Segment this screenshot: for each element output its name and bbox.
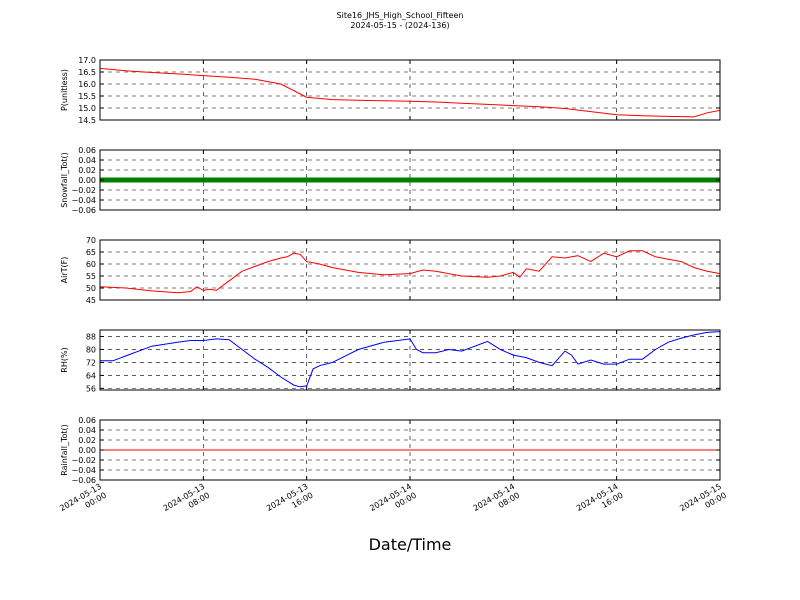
y-tick-label: 45 <box>86 296 96 305</box>
y-tick-label: −0.04 <box>71 196 96 205</box>
y-tick-label: 56 <box>86 384 96 393</box>
y-axis-label: Rainfall_Tot() <box>60 424 69 476</box>
y-tick-label: 16.0 <box>78 80 96 89</box>
panel-3: 45 50 55 60 65 70 AirT(F) <box>60 236 721 305</box>
y-tick-label: 0.02 <box>78 166 96 175</box>
y-tick-label: 65 <box>86 248 96 257</box>
y-tick-label: 17.0 <box>78 56 96 65</box>
y-tick-label: 72 <box>86 358 96 367</box>
y-axis-label: P(unitless) <box>60 69 69 111</box>
y-tick-label: 0.04 <box>78 426 96 435</box>
y-axis-label: AirT(F) <box>60 257 69 284</box>
y-tick-label: −0.04 <box>71 466 96 475</box>
y-tick-label: 0.00 <box>78 446 96 455</box>
panel-1: 14.5 15.0 15.5 16.0 16.5 17.0 P(unitless) <box>60 56 721 125</box>
y-tick-label: 55 <box>86 272 96 281</box>
x-axis-label: Date/Time <box>369 535 452 554</box>
y-tick-label: 70 <box>86 236 96 245</box>
y-tick-label: −0.06 <box>71 476 96 485</box>
y-tick-label: 0.02 <box>78 436 96 445</box>
y-tick-label: 0.06 <box>78 146 96 155</box>
y-tick-label: 60 <box>86 260 96 269</box>
y-tick-label: 0.04 <box>78 156 96 165</box>
y-axis-label: RH(%) <box>60 347 69 372</box>
figure-subtitle: 2024-05-15 - (2024-136) <box>350 21 449 30</box>
y-tick-label: 0.00 <box>78 176 96 185</box>
series-line <box>99 67 721 118</box>
figure-title: Site16_JHS_High_School_Fifteen <box>337 11 464 20</box>
y-tick-label: −0.06 <box>71 206 96 215</box>
y-tick-label: 88 <box>86 332 96 341</box>
y-tick-label: 50 <box>86 284 96 293</box>
y-tick-label: 15.0 <box>78 104 96 113</box>
series-line <box>100 331 721 388</box>
panels-group: 14.5 15.0 15.5 16.0 16.5 17.0 P(unitless) −0.06… <box>60 56 721 485</box>
y-tick-label: −0.02 <box>71 186 96 195</box>
y-tick-label: 0.06 <box>78 416 96 425</box>
y-tick-label: −0.02 <box>71 456 96 465</box>
series-line <box>99 250 721 294</box>
y-tick-label: 64 <box>86 371 96 380</box>
y-tick-label: 14.5 <box>78 116 96 125</box>
panel-2: −0.06−0.04−0.020.000.020.040.06 Snowfall_… <box>60 146 721 215</box>
y-tick-label: 80 <box>86 345 96 354</box>
y-tick-label: 16.5 <box>78 68 96 77</box>
panel-4: 56 64 72 80 88 RH(%) <box>60 329 721 393</box>
y-tick-label: 15.5 <box>78 92 96 101</box>
y-axis-label: Snowfall_Tot() <box>60 152 69 208</box>
panel-5: −0.06−0.04−0.020.000.020.040.06 Rainfall_… <box>60 416 721 485</box>
